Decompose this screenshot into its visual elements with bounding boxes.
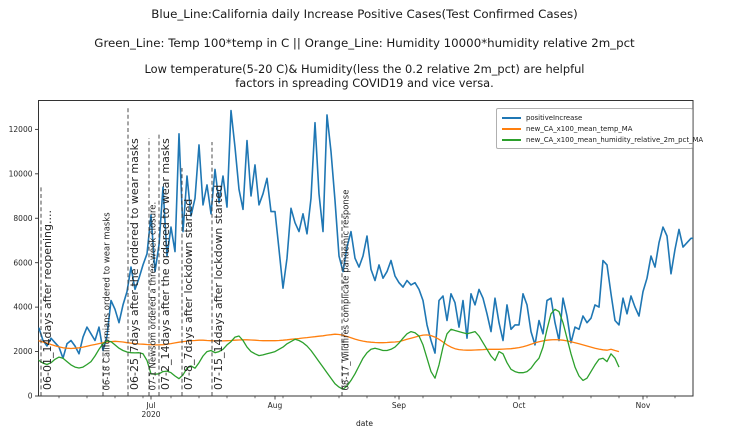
y-tick-label: 2000 <box>13 347 32 356</box>
annotation-7days-after-lockdown: 07-8_7days after lockdown started <box>181 198 195 390</box>
x-tick-sublabel: 2020 <box>141 410 160 419</box>
annotation-newsom-closure: 07-1 Newsom ordered a three-week closure… <box>148 201 159 390</box>
legend: positiveIncrease new_CA_x100_mean_temp_M… <box>496 108 703 149</box>
annotation-wildfires: 08-17_Wildfires complicate pandemic resp… <box>341 189 352 390</box>
chart-title-line2: Green_Line: Temp 100*temp in C || Orange… <box>94 36 635 50</box>
annotation-14days-after-lockdown: 07-15_14days after lockdown started <box>211 184 225 390</box>
legend-label: new_CA_x100_mean_temp_MA <box>526 124 633 133</box>
legend-line-swatch-blue <box>502 116 521 119</box>
x-tick-label: Sep <box>392 401 406 410</box>
x-tick-label: Oct <box>513 401 526 410</box>
y-tick-label: 4000 <box>13 303 32 312</box>
y-tick-label: 8000 <box>13 214 32 223</box>
chart-title-line3: Low temperature(5-20 C)& Humidity(less t… <box>144 62 585 90</box>
x-axis-label: date <box>356 419 373 428</box>
legend-line-swatch-orange <box>502 127 521 130</box>
legend-item: new_CA_x100_mean_temp_MA <box>502 123 687 134</box>
x-tick-label: Aug <box>268 401 283 410</box>
y-tick-label: 6000 <box>13 258 32 267</box>
annotation-reopening: 06-01_14days after reopening.... <box>40 210 54 390</box>
series-line-new_CA_x100_mean_humidity_relative_2m_pct_MA <box>38 308 620 390</box>
chart-title-line1: Blue_Line:California daily Increase Posi… <box>151 7 578 21</box>
legend-label: new_CA_x100_mean_humidity_relative_2m_pc… <box>526 135 704 144</box>
legend-item: new_CA_x100_mean_humidity_relative_2m_pc… <box>502 134 703 145</box>
y-tick-label: 10000 <box>9 169 33 178</box>
y-tick-label: 0 <box>28 392 33 401</box>
plot-border <box>38 100 694 397</box>
x-tick-label: Jul <box>145 401 155 410</box>
series-line-positiveIncrease <box>38 109 693 359</box>
legend-item: positiveIncrease <box>502 112 687 123</box>
series-group <box>38 109 693 390</box>
annotation-masks-order: 06-18 Californians ordered to wear masks <box>102 211 113 390</box>
y-tick-label: 12000 <box>9 125 33 134</box>
annotation-7days-after-masks: 06-25_7days after the ordered to wear ma… <box>127 138 141 390</box>
legend-label: positiveIncrease <box>526 113 583 122</box>
legend-line-swatch-green <box>502 138 521 141</box>
series-line-new_CA_x100_mean_temp_MA <box>38 333 620 353</box>
x-tick-label: Nov <box>636 401 651 410</box>
annotation-14days-after-masks: 07-2_14days after the ordered to wear ma… <box>158 138 172 390</box>
